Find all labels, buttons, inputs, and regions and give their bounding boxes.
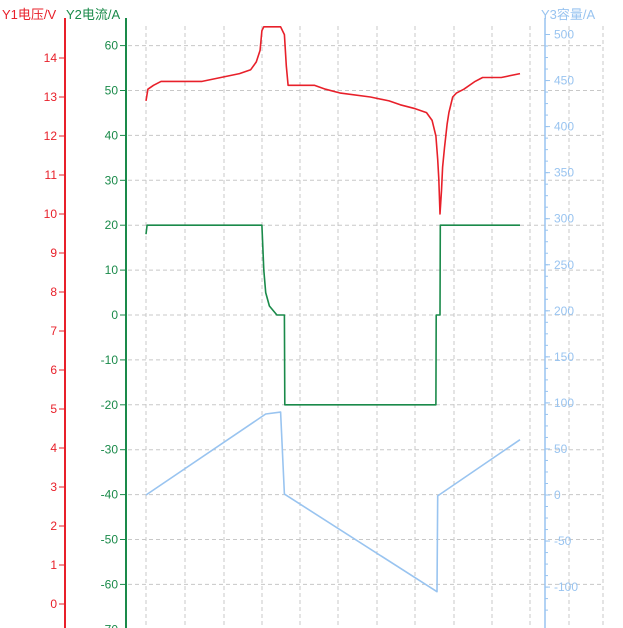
y3-tick-label: 300	[554, 212, 574, 226]
y2-tick-label: -50	[101, 533, 119, 547]
y3-tick-label: 450	[554, 74, 574, 88]
y2-tick-label: 20	[105, 218, 119, 232]
y1-tick-label: 6	[50, 363, 57, 377]
y1-tick-label: 9	[50, 246, 57, 260]
y1-tick-label: 11	[45, 168, 58, 182]
y1-tick-label: 8	[50, 285, 57, 299]
y1-tick-label: 4	[50, 441, 57, 455]
y1-tick-label: 12	[44, 129, 58, 143]
y2-tick-label: -60	[101, 577, 119, 591]
y3-tick-label: -50	[554, 534, 572, 548]
y2-tick-label: 50	[105, 84, 119, 98]
y2-tick-label: 0	[111, 308, 118, 322]
y2-tick-label: 40	[105, 128, 119, 142]
y2-tick-label: -70	[101, 622, 119, 628]
y3-tick-label: -100	[554, 580, 578, 594]
y2-tick-label: 60	[105, 39, 119, 53]
plot-area	[128, 26, 545, 628]
y2-tick-label: -30	[101, 443, 119, 457]
y3-tick-label: 400	[554, 120, 574, 134]
y3-tick-label: 50	[554, 442, 568, 456]
y3-tick-label: 0	[554, 488, 561, 502]
y3-tick-label: 500	[554, 28, 574, 42]
y3-tick-label: 250	[554, 258, 574, 272]
y2-tick-label: 10	[105, 263, 119, 277]
y1-tick-label: 3	[50, 480, 57, 494]
y1-tick-label: 2	[50, 519, 57, 533]
y1-tick-label: 5	[50, 402, 57, 416]
y1-tick-label: 7	[50, 324, 57, 338]
y3-tick-label: 100	[554, 396, 574, 410]
y1-tick-label: 13	[44, 90, 58, 104]
y1-tick-label: 1	[50, 558, 57, 572]
y2-tick-label: 30	[105, 173, 119, 187]
y3-tick-label: 200	[554, 304, 574, 318]
y2-tick-label: -40	[101, 488, 119, 502]
y1-tick-label: 0	[50, 597, 57, 611]
y3-tick-label: 150	[554, 350, 574, 364]
right-margin	[603, 26, 623, 628]
y1-tick-label: 10	[44, 207, 58, 221]
y2-tick-label: -10	[101, 353, 119, 367]
y3-tick-label: 350	[554, 166, 574, 180]
y2-tick-label: -20	[101, 398, 119, 412]
y1-tick-label: 14	[44, 51, 58, 65]
